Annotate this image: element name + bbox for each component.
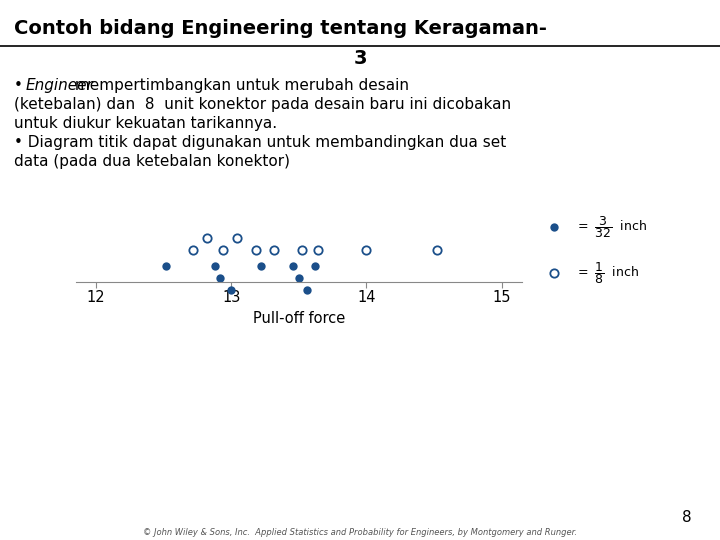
Text: 8: 8 — [682, 510, 691, 525]
Text: •: • — [14, 78, 28, 93]
X-axis label: Pull-off force: Pull-off force — [253, 311, 345, 326]
Text: mempertimbangkan untuk merubah desain: mempertimbangkan untuk merubah desain — [70, 78, 409, 93]
Text: Contoh bidang Engineering tentang Keragaman-: Contoh bidang Engineering tentang Keraga… — [14, 19, 547, 38]
Text: $=\ \dfrac{3}{32}$  inch: $=\ \dfrac{3}{32}$ inch — [575, 214, 647, 240]
Text: (ketebalan) dan  8  unit konektor pada desain baru ini dicobakan: (ketebalan) dan 8 unit konektor pada des… — [14, 97, 511, 112]
Text: © John Wiley & Sons, Inc.  Applied Statistics and Probability for Engineers, by : © John Wiley & Sons, Inc. Applied Statis… — [143, 528, 577, 537]
Text: untuk diukur kekuatan tarikannya.: untuk diukur kekuatan tarikannya. — [14, 116, 277, 131]
Text: • Diagram titik dapat digunakan untuk membandingkan dua set: • Diagram titik dapat digunakan untuk me… — [14, 135, 507, 150]
Text: Engineer: Engineer — [26, 78, 94, 93]
Text: data (pada dua ketebalan konektor): data (pada dua ketebalan konektor) — [14, 154, 290, 169]
Text: 3: 3 — [354, 49, 366, 68]
Text: $=\ \dfrac{1}{8}$  inch: $=\ \dfrac{1}{8}$ inch — [575, 260, 639, 286]
